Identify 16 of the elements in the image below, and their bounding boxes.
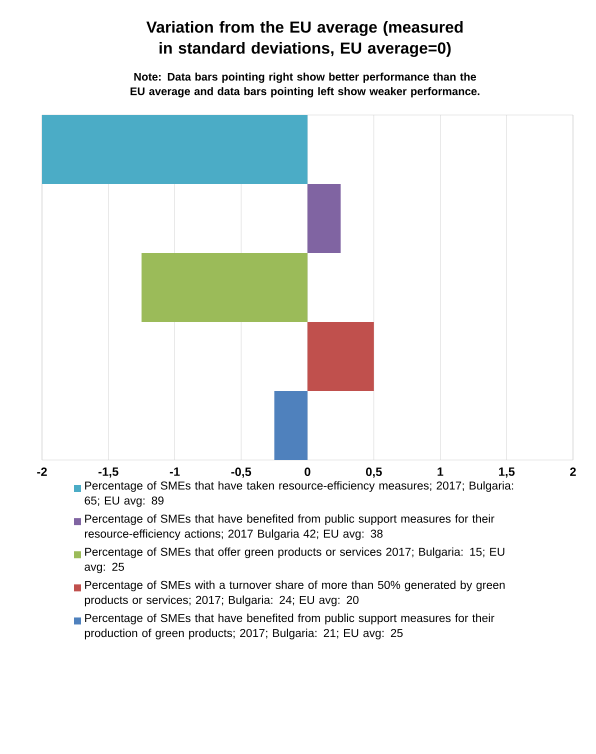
legend-label: Percentage of SMEs that have benefited from public support measures for their resource-efficiency actions; 2017 Bulgaria 42; EU avg: 38 [84,514,494,540]
x-tick-label: 1 [438,468,444,476]
legend-label: Percentage of SMEs that have taken resource-efficiency measures; 2017; Bulgaria: 65; EU avg: 89 [84,481,514,507]
legend-label: Percentage of SMEs that have benefited from public support measures for their production of green products; 2017; Bulgaria: 21; EU avg: 25 [84,614,494,640]
x-tick-label: -0,5 [231,468,252,478]
x-tick-label: 0,5 [366,468,382,478]
x-tick-label: -1,5 [98,468,118,478]
legend-label: Percentage of SMEs that offer green products or services 2017; Bulgaria: 15; EU avg: 25 [84,547,504,574]
chart-subtitle: Note: Data bars pointing right show better performance than the EU average and data bars pointing left show weaker performance. [130,72,480,98]
x-tick-label: -1 [170,468,180,476]
x-tick-label: 1,5 [499,468,515,478]
x-tick-label: 2 [570,468,576,476]
legend-label: Percentage of SMEs with a turnover share of more than 50% generated by green products or services; 2017; Bulgaria: 24; EU avg: 20 [84,580,505,606]
chart-title: Variation from the EU average (measured in standard deviations, EU average=0) [146,21,463,57]
x-tick-label: 0 [304,468,310,476]
x-tick-label: -2 [37,468,47,476]
